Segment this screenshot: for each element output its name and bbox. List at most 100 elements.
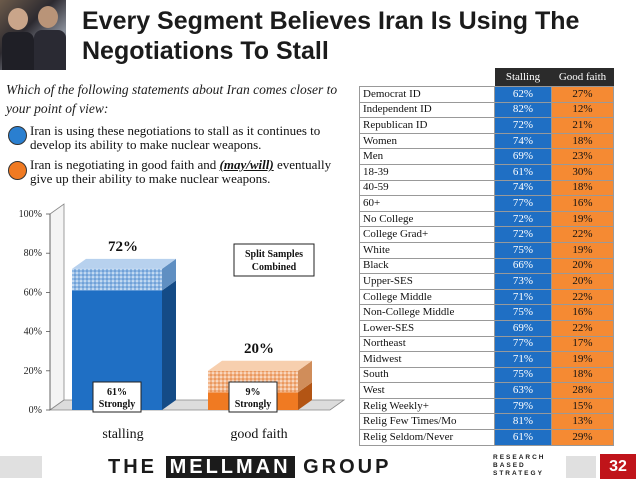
tagline: RESEARCH BASED STRATEGY	[493, 454, 545, 478]
stalling-value: 71%	[494, 351, 552, 368]
tagline-line: STRATEGY	[493, 470, 544, 477]
stalling-value: 81%	[494, 413, 552, 431]
good-faith-value: 19%	[551, 210, 614, 228]
stalling-value: 74%	[494, 132, 552, 150]
segment-label: Women	[359, 132, 495, 150]
table-header-stalling: Stalling	[494, 68, 552, 87]
table-row: Non-College Middle 75% 16%	[359, 304, 614, 321]
segment-label: 60+	[359, 195, 495, 212]
table-row: Independent ID 82% 12%	[359, 101, 614, 119]
stalling-value: 63%	[494, 382, 552, 399]
good-faith-value: 22%	[551, 319, 614, 337]
good-faith-value: 12%	[551, 101, 614, 119]
segment-label: College Middle	[359, 288, 495, 306]
table-row: No College 72% 19%	[359, 210, 614, 228]
stalling-value: 73%	[494, 273, 552, 290]
segment-label: 40-59	[359, 179, 495, 197]
option-good-faith-emphasis: (may/will)	[219, 157, 274, 172]
good-faith-value: 29%	[551, 429, 614, 446]
segment-label: Midwest	[359, 351, 495, 368]
segment-table: Stalling Good faith Democrat ID 62% 27% In…	[359, 68, 614, 446]
logo-the: THE	[108, 456, 166, 478]
table-row: Women 74% 18%	[359, 132, 614, 150]
orange-circle-icon	[8, 161, 27, 180]
bar-total-label: 72%	[108, 239, 138, 255]
table-row: Northeast 77% 17%	[359, 335, 614, 353]
strongly-label-text: Strongly	[99, 399, 136, 410]
good-faith-value: 15%	[551, 397, 614, 415]
option-good-faith-part1: Iran is negotiating in good faith and	[30, 157, 220, 172]
segment-label: Upper-SES	[359, 273, 495, 290]
footer-right-bar	[566, 456, 596, 478]
good-faith-value: 16%	[551, 304, 614, 321]
bar-strongly-side	[162, 280, 176, 410]
table-row: White 75% 19%	[359, 241, 614, 259]
segment-label: Independent ID	[359, 101, 495, 119]
segment-label: Men	[359, 148, 495, 165]
split-samples-line2: Combined	[252, 262, 297, 273]
segment-label: South	[359, 366, 495, 384]
blue-circle-icon	[8, 126, 27, 145]
table-row: Upper-SES 73% 20%	[359, 273, 614, 290]
bar-top	[72, 258, 176, 269]
table-header-segment	[359, 68, 495, 87]
table-row: Black 66% 20%	[359, 257, 614, 275]
segment-label: Relig Seldom/Never	[359, 429, 495, 446]
strongly-label-value: 61%	[107, 387, 127, 398]
stalling-value: 71%	[494, 288, 552, 306]
strongly-label-box	[92, 381, 142, 413]
good-faith-value: 19%	[551, 241, 614, 259]
good-faith-value: 18%	[551, 179, 614, 197]
bar-somewhat	[72, 268, 162, 291]
tagline-line: RESEARCH	[493, 454, 546, 461]
good-faith-value: 20%	[551, 257, 614, 275]
stalling-value: 74%	[494, 179, 552, 197]
survey-question: Which of the following statements about …	[6, 82, 338, 116]
stalling-value: 82%	[494, 101, 552, 119]
stalling-value: 69%	[494, 148, 552, 165]
good-faith-value: 20%	[551, 273, 614, 290]
table-row: College Middle 71% 22%	[359, 288, 614, 306]
good-faith-value: 22%	[551, 226, 614, 243]
y-tick-label: 0%	[29, 405, 42, 416]
stalling-value: 61%	[494, 163, 552, 181]
table-row: South 75% 18%	[359, 366, 614, 384]
bar-top	[208, 360, 312, 371]
stalling-value: 75%	[494, 241, 552, 259]
good-faith-value: 17%	[551, 335, 614, 353]
header-photo	[0, 0, 66, 70]
option-good-faith-text: Iran is negotiating in good faith and (m…	[30, 158, 340, 186]
stalling-value: 75%	[494, 304, 552, 321]
stalling-value: 72%	[494, 226, 552, 243]
segment-label: Democrat ID	[359, 86, 495, 103]
stalling-value: 79%	[494, 397, 552, 415]
segment-label: Lower-SES	[359, 319, 495, 337]
stalling-value: 77%	[494, 195, 552, 212]
segment-label: Northeast	[359, 335, 495, 353]
segment-label: No College	[359, 210, 495, 228]
bar-somewhat-side	[298, 360, 312, 393]
segment-label: 18-39	[359, 163, 495, 181]
segment-label: White	[359, 241, 495, 259]
good-faith-value: 28%	[551, 382, 614, 399]
good-faith-value: 18%	[551, 366, 614, 384]
table-row: 18-39 61% 30%	[359, 163, 614, 181]
logo-group: GROUP	[294, 456, 392, 478]
good-faith-value: 18%	[551, 132, 614, 150]
stalling-value: 66%	[494, 257, 552, 275]
bar-chart: 0%20%40%60%80%100% 72%61%Stronglystallin…	[19, 203, 346, 442]
bar-strongly-side	[298, 382, 312, 410]
logo-mellman: MELLMAN	[165, 456, 295, 478]
good-faith-value: 30%	[551, 163, 614, 181]
segment-label: West	[359, 382, 495, 399]
table-row: Relig Weekly+ 79% 15%	[359, 397, 614, 415]
good-faith-value: 27%	[551, 86, 614, 103]
page-title: Every Segment Believes Iran Is Using The…	[82, 7, 580, 65]
good-faith-value: 16%	[551, 195, 614, 212]
segment-label: Relig Weekly+	[359, 397, 495, 415]
segment-label: Non-College Middle	[359, 304, 495, 321]
table-row: Democrat ID 62% 27%	[359, 86, 614, 103]
stalling-value: 72%	[494, 210, 552, 228]
strongly-label-box	[228, 381, 278, 413]
y-tick-label: 100%	[19, 209, 42, 220]
